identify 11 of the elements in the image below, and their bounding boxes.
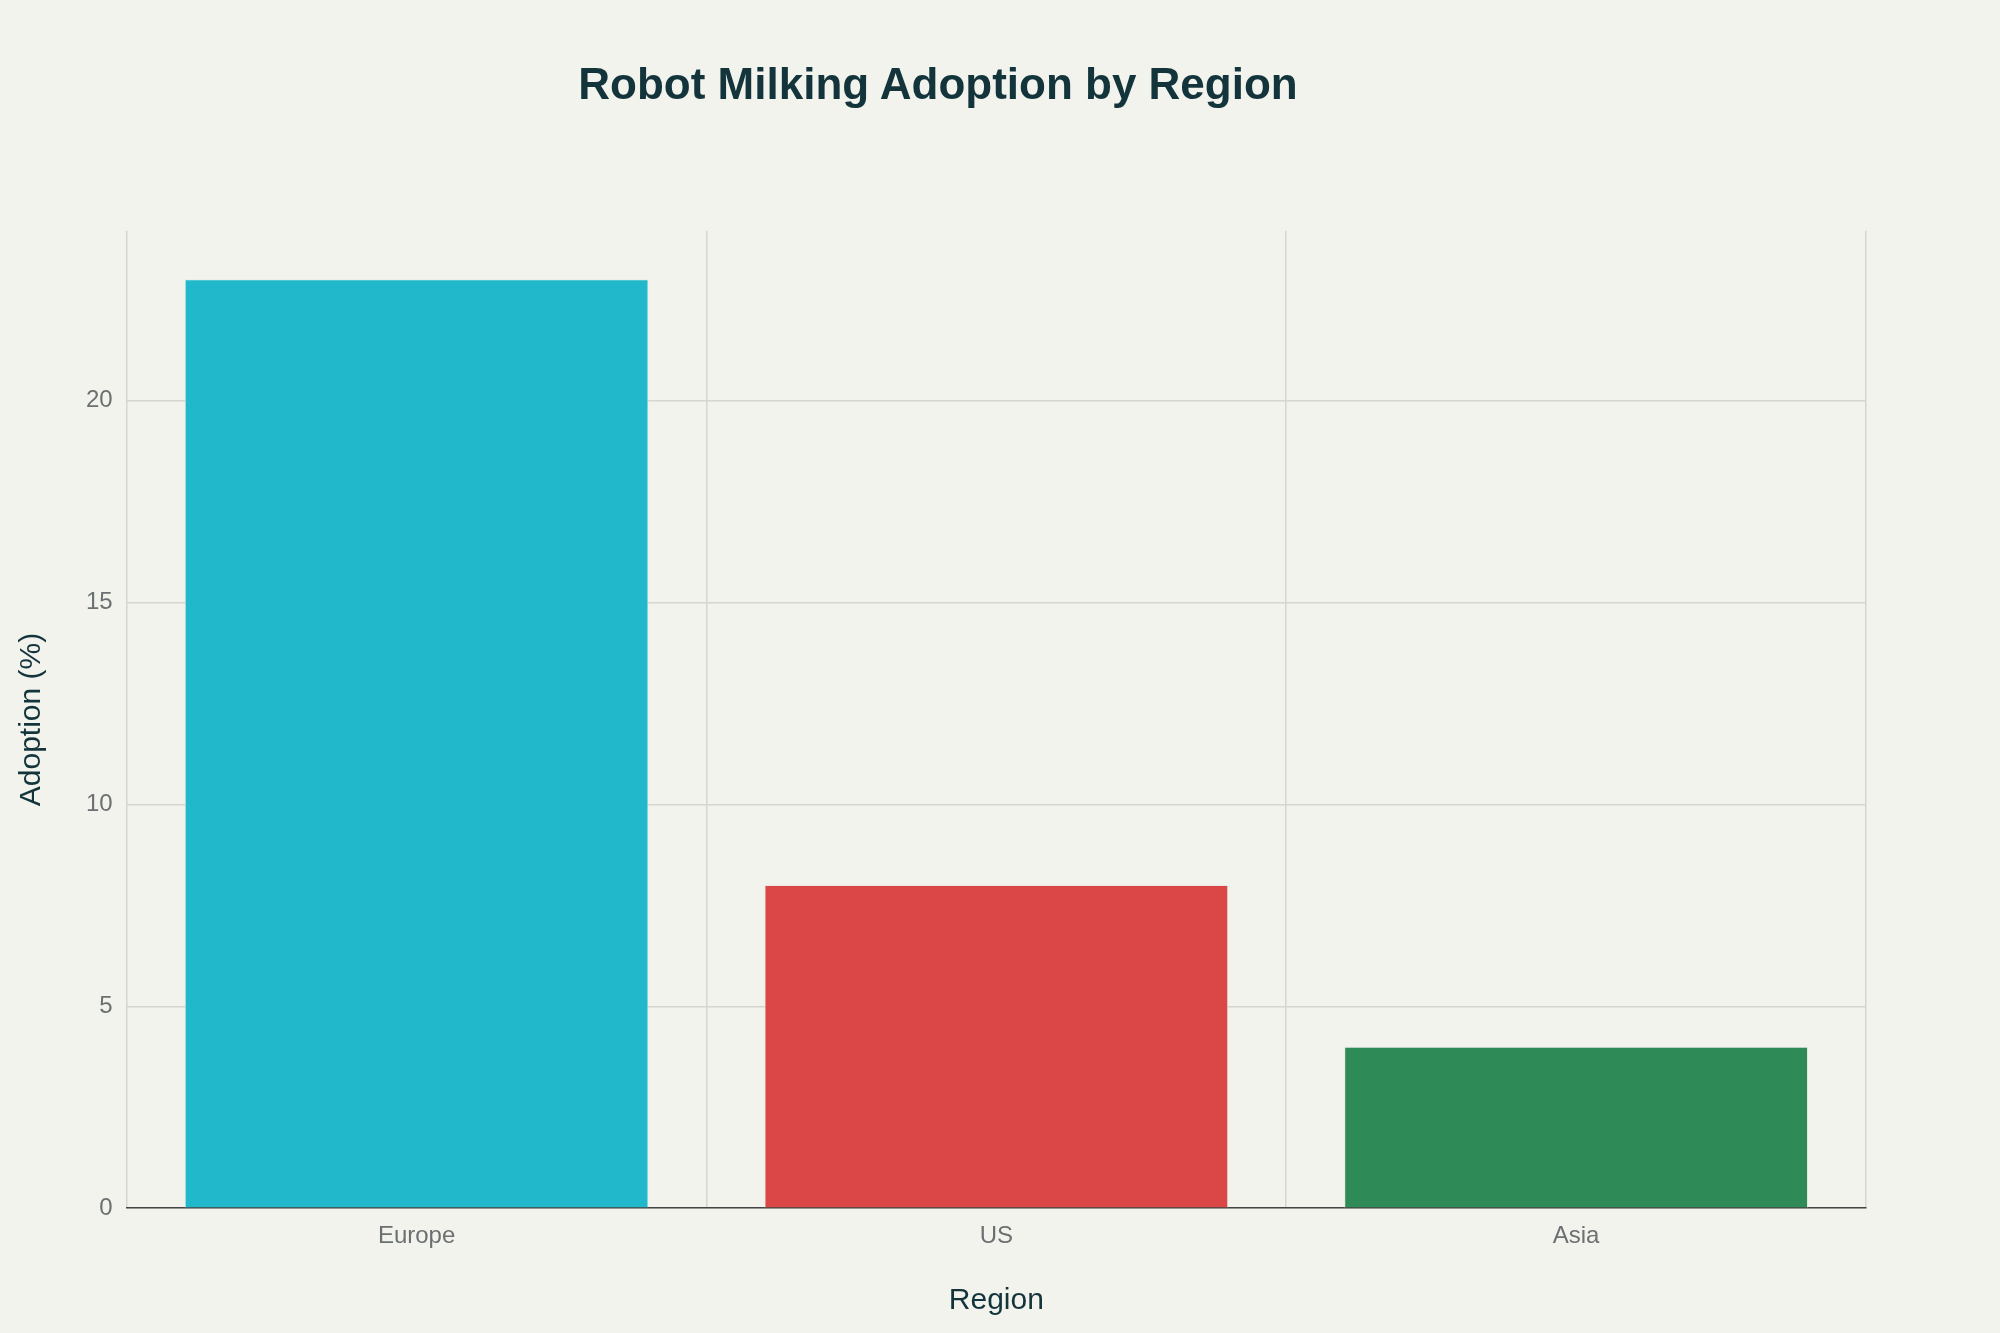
y-tick-label: 10 (85, 788, 113, 816)
x-axis-title: Region (948, 1282, 1044, 1316)
x-tick-label: Europe (377, 1221, 456, 1249)
y-axis-title: Adoption (%) (13, 632, 47, 807)
y-tick-label: 20 (85, 385, 113, 413)
y-tick-label: 5 (99, 990, 113, 1018)
y-tick-label: 0 (99, 1192, 113, 1220)
x-tick-label: US (979, 1221, 1014, 1249)
x-tick-label: Asia (1552, 1221, 1601, 1249)
y-tick-label: 15 (85, 587, 113, 614)
chart-title: Robot Milking Adoption by Region (578, 58, 1298, 108)
